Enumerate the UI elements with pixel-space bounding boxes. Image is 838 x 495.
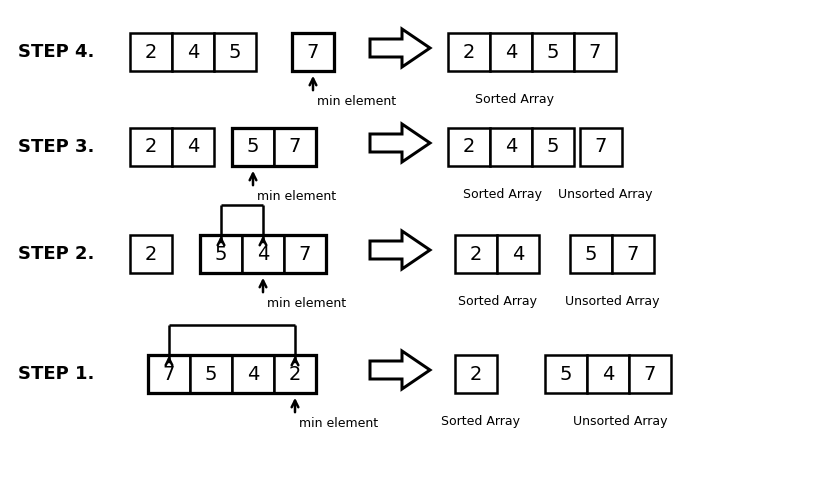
Text: 2: 2 bbox=[463, 138, 475, 156]
Text: 4: 4 bbox=[602, 364, 614, 384]
Text: 4: 4 bbox=[256, 245, 269, 263]
Text: 4: 4 bbox=[504, 138, 517, 156]
Bar bbox=[455, 355, 497, 393]
Text: 4: 4 bbox=[512, 245, 525, 263]
Text: 2: 2 bbox=[470, 364, 482, 384]
Bar bbox=[292, 33, 334, 71]
Polygon shape bbox=[370, 351, 430, 389]
Bar bbox=[200, 235, 326, 273]
Text: 7: 7 bbox=[595, 138, 608, 156]
Text: min element: min element bbox=[267, 297, 346, 310]
Text: 7: 7 bbox=[299, 245, 311, 263]
Bar bbox=[130, 128, 172, 166]
Bar bbox=[190, 355, 232, 393]
Bar bbox=[148, 355, 316, 393]
Bar bbox=[490, 33, 532, 71]
Text: 5: 5 bbox=[204, 364, 217, 384]
Text: 7: 7 bbox=[289, 138, 301, 156]
Text: min element: min element bbox=[317, 95, 396, 108]
Text: 7: 7 bbox=[163, 364, 175, 384]
Bar bbox=[148, 355, 190, 393]
Text: 5: 5 bbox=[560, 364, 572, 384]
Bar bbox=[274, 355, 316, 393]
Text: Unsorted Array: Unsorted Array bbox=[558, 188, 652, 201]
Text: 7: 7 bbox=[627, 245, 639, 263]
Bar bbox=[274, 128, 316, 166]
Bar bbox=[532, 33, 574, 71]
Bar bbox=[242, 235, 284, 273]
Bar bbox=[200, 235, 242, 273]
Bar bbox=[214, 33, 256, 71]
Text: 2: 2 bbox=[145, 43, 158, 61]
Text: 5: 5 bbox=[546, 43, 559, 61]
Text: 7: 7 bbox=[307, 43, 319, 61]
Bar bbox=[284, 235, 326, 273]
Text: 2: 2 bbox=[145, 245, 158, 263]
Text: STEP 3.: STEP 3. bbox=[18, 138, 95, 156]
Polygon shape bbox=[370, 124, 430, 162]
Polygon shape bbox=[370, 231, 430, 269]
Bar bbox=[629, 355, 671, 393]
Text: 7: 7 bbox=[644, 364, 656, 384]
Bar bbox=[455, 235, 497, 273]
Bar bbox=[232, 355, 274, 393]
Text: Unsorted Array: Unsorted Array bbox=[572, 415, 667, 428]
Bar bbox=[612, 235, 654, 273]
Bar bbox=[130, 33, 172, 71]
Bar bbox=[448, 128, 490, 166]
Bar bbox=[292, 33, 334, 71]
Text: STEP 1.: STEP 1. bbox=[18, 365, 95, 383]
Text: Sorted Array: Sorted Array bbox=[474, 93, 554, 106]
Text: 5: 5 bbox=[246, 138, 259, 156]
Text: 4: 4 bbox=[187, 138, 199, 156]
Text: 5: 5 bbox=[546, 138, 559, 156]
Bar bbox=[545, 355, 587, 393]
Text: 2: 2 bbox=[145, 138, 158, 156]
Text: min element: min element bbox=[299, 417, 378, 430]
Bar bbox=[490, 128, 532, 166]
Text: 2: 2 bbox=[463, 43, 475, 61]
Text: 5: 5 bbox=[215, 245, 227, 263]
Bar bbox=[232, 128, 274, 166]
Text: Sorted Array: Sorted Array bbox=[463, 188, 541, 201]
Bar bbox=[570, 235, 612, 273]
Text: 4: 4 bbox=[247, 364, 259, 384]
Text: Unsorted Array: Unsorted Array bbox=[565, 295, 660, 308]
Bar bbox=[232, 128, 316, 166]
Text: Sorted Array: Sorted Array bbox=[441, 415, 520, 428]
Text: STEP 4.: STEP 4. bbox=[18, 43, 95, 61]
Bar bbox=[580, 128, 622, 166]
Bar bbox=[130, 235, 172, 273]
Text: Sorted Array: Sorted Array bbox=[458, 295, 536, 308]
Bar bbox=[172, 33, 214, 71]
Text: 7: 7 bbox=[589, 43, 601, 61]
Bar bbox=[172, 128, 214, 166]
Text: STEP 2.: STEP 2. bbox=[18, 245, 95, 263]
Bar bbox=[448, 33, 490, 71]
Text: 5: 5 bbox=[585, 245, 597, 263]
Bar bbox=[497, 235, 539, 273]
Text: 5: 5 bbox=[229, 43, 241, 61]
Text: 4: 4 bbox=[504, 43, 517, 61]
Bar bbox=[532, 128, 574, 166]
Text: min element: min element bbox=[257, 190, 336, 203]
Bar bbox=[574, 33, 616, 71]
Polygon shape bbox=[370, 29, 430, 67]
Text: 2: 2 bbox=[470, 245, 482, 263]
Text: 4: 4 bbox=[187, 43, 199, 61]
Bar bbox=[587, 355, 629, 393]
Text: 2: 2 bbox=[289, 364, 301, 384]
